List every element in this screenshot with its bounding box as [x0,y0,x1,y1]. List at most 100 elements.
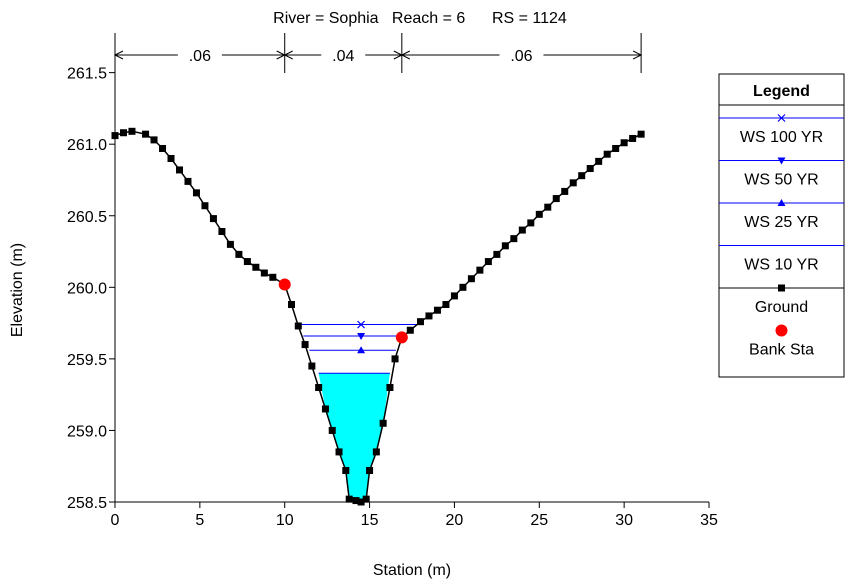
y-tick-label-1: 259.0 [67,423,107,440]
x-tick-label-2: 10 [276,512,294,529]
ws-marker-1 [357,332,366,340]
ground-point-5 [159,144,167,152]
ground-point-6 [167,155,175,162]
ground-point-1 [119,129,127,137]
water-fill-layer [318,373,390,502]
manning-n-label-0: .06 [189,48,211,65]
ground-point-53 [527,219,535,227]
ground-point-49 [493,250,501,258]
ground-point-18 [269,273,277,281]
ground-point-39 [406,326,414,334]
x-tick-label-5: 25 [530,512,548,529]
ground-point-37 [391,355,399,363]
y-tick-label-5: 261.0 [67,137,107,154]
ground-layer [111,127,645,506]
ground-point-30 [352,497,360,505]
ground-point-24 [315,384,323,391]
ground-point-58 [569,179,577,187]
ground-point-25 [321,405,329,413]
ground-point-66 [637,130,645,138]
ground-point-9 [192,189,200,197]
legend-label-0: WS 100 YR [740,129,823,146]
x-tick-label-3: 15 [361,512,379,529]
legend-symbol-1 [777,157,786,165]
manning-n-annotations: .06 .04 .06 [113,33,643,73]
ground-point-54 [535,210,543,218]
ground-point-48 [484,258,492,266]
legend-label-1: WS 50 YR [744,172,818,189]
ground-point-3 [142,130,150,138]
legend-label-4: Ground [755,299,808,316]
ground-point-62 [603,150,611,158]
ground-point-50 [501,242,509,250]
legend-symbol-2 [777,199,786,206]
ground-point-55 [544,203,552,211]
x-axis-label: Station (m) [373,562,451,579]
ground-point-11 [209,215,217,223]
ground-point-36 [386,384,394,391]
y-tick-label-0: 258.5 [67,495,107,512]
ground-point-13 [226,240,234,248]
legend-title: Legend [753,83,810,100]
manning-arrowhead-left-2 [400,50,411,60]
ground-point-35 [379,419,387,427]
ground-point-20 [288,300,296,308]
ground-point-42 [433,306,441,314]
water-fill-ws-10-yr [318,373,390,502]
ground-point-10 [201,202,209,210]
ground-point-29 [345,495,353,503]
ground-point-33 [366,467,374,475]
legend-label-3: WS 10 YR [744,257,818,274]
x-tick-label-1: 5 [195,512,204,529]
ground-point-52 [518,226,526,234]
ground-point-16 [252,263,260,271]
ground-point-17 [260,269,268,277]
manning-n-label-1: .04 [332,48,354,65]
ground-point-51 [510,235,518,243]
ground-point-14 [235,250,243,258]
bank-station-1 [395,331,408,344]
ground-point-27 [335,448,343,456]
ground-point-41 [425,312,433,320]
ground-point-23 [308,362,316,370]
manning-arrowhead-right-2 [632,50,643,60]
ground-point-12 [218,227,226,235]
ground-point-64 [620,139,628,147]
ground-point-34 [372,448,380,456]
ground-point-32 [362,495,370,503]
legend-symbol-0 [777,114,786,122]
ground-point-65 [629,134,637,142]
ground-point-57 [561,187,569,195]
manning-n-label-2: .06 [510,48,532,65]
ground-point-43 [442,300,450,308]
ground-point-56 [552,195,560,203]
ground-line [114,130,642,503]
x-tick-label-0: 0 [111,512,120,529]
y-tick-label-3: 260.0 [67,280,107,297]
ground-point-8 [184,177,192,185]
ground-point-46 [467,275,475,283]
legend-label-5: Bank Sta [749,342,814,359]
ground-point-26 [328,426,336,434]
water-surface-layer [299,320,417,374]
x-tick-label-6: 30 [615,512,633,529]
y-tick-label-4: 260.5 [67,209,107,226]
ground-point-59 [578,172,586,180]
ws-marker-2 [357,346,366,354]
ground-point-2 [128,127,136,135]
axes: 0 5 10 15 20 25 30 35 258.5 259.0 259.5 260.0 260.5 2… [67,44,718,529]
ground-point-61 [595,157,603,165]
legend-symbol-4 [778,284,785,292]
legend: Legend WS 100 YR WS 50 YR WS 25 YR WS 10 YR G… [718,73,845,378]
bank-station-layer [278,278,408,344]
ground-point-45 [459,283,467,291]
x-tick-label-7: 35 [700,512,718,529]
ground-point-4 [150,136,158,144]
ground-point-63 [612,144,620,152]
bank-station-0 [278,278,291,291]
manning-arrowhead-left-1 [283,50,293,60]
y-tick-label-6: 261.5 [67,66,107,83]
ground-point-28 [342,467,350,475]
ground-point-47 [476,266,484,274]
